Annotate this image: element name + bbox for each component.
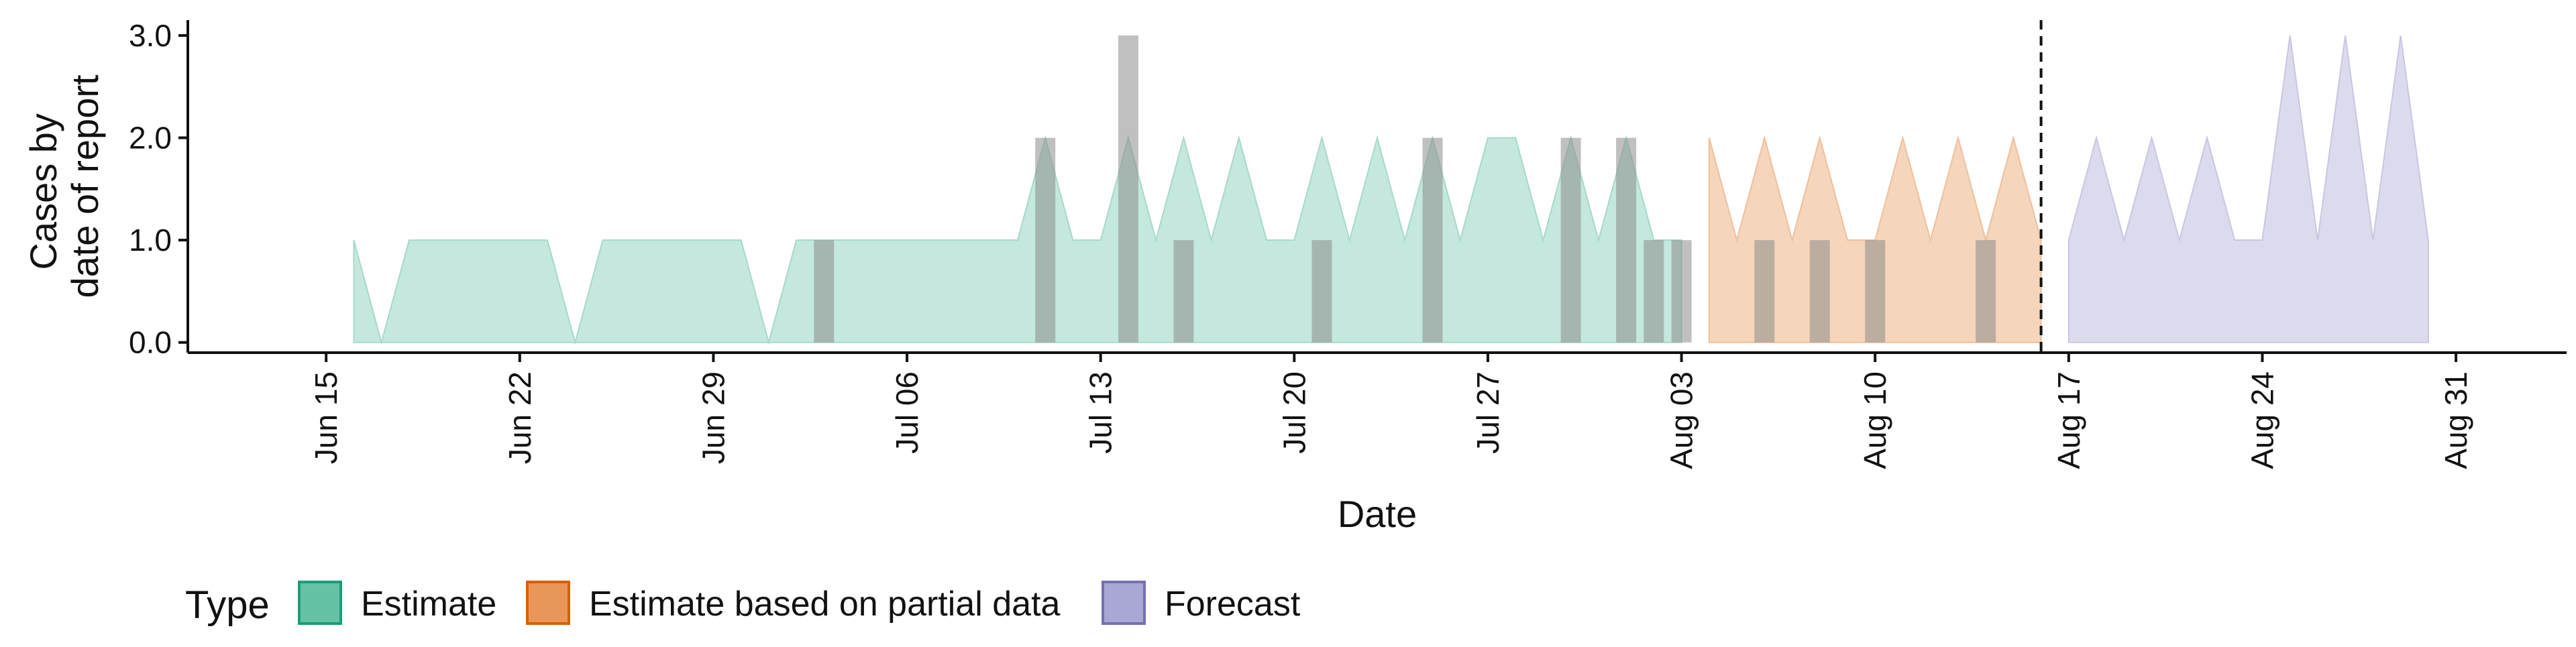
y-tick-label: 0.0: [129, 325, 172, 360]
x-tick-label: Aug 31: [2438, 371, 2473, 469]
legend: Type Estimate Estimate based on partial d…: [185, 581, 1301, 627]
reported-case-bar: [814, 240, 835, 343]
x-tick-label: Aug 17: [2051, 371, 2086, 469]
legend-label: Estimate: [361, 585, 496, 624]
reported-case-bar: [1671, 240, 1692, 343]
y-axis-label-line-1: Cases by: [22, 113, 64, 270]
x-tick-label: Jul 06: [890, 371, 924, 454]
x-axis-label: Date: [1338, 493, 1417, 535]
reported-case-bar: [1809, 240, 1830, 343]
x-tick-label: Jul 20: [1277, 371, 1311, 454]
y-axis-ticks: 0.0 1.0 2.0 3.0: [129, 18, 188, 360]
y-axis-label: Cases by date of report: [22, 74, 106, 298]
legend-title: Type: [185, 583, 270, 627]
reported-case-bar: [1616, 137, 1637, 343]
x-tick-label: Jun 29: [696, 371, 731, 464]
y-tick-label: 3.0: [129, 18, 172, 53]
legend-swatch: [1102, 581, 1146, 625]
reported-case-bar: [1311, 240, 1332, 343]
axes: [186, 20, 2567, 354]
x-tick-label: Aug 10: [1858, 371, 1892, 469]
x-axis-ticks: Jun 15 Jun 22 Jun 29 Jul 06 Jul 13 Jul 20 Jul …: [309, 353, 2473, 469]
x-tick-label: Jun 22: [502, 371, 537, 464]
legend-label: Estimate based on partial data: [589, 585, 1061, 624]
reported-case-bar: [1173, 240, 1194, 343]
reported-case-bar: [1865, 240, 1886, 343]
x-tick-label: Aug 03: [1664, 371, 1699, 469]
x-tick-label: Jul 13: [1083, 371, 1118, 454]
area-series-group: [353, 35, 2429, 345]
x-tick-label: Jun 15: [309, 371, 343, 464]
legend-swatch: [298, 581, 342, 625]
area-1: [353, 135, 1682, 345]
legend-swatch: [526, 581, 570, 625]
legend-label: Forecast: [1165, 585, 1301, 624]
y-tick-label: 2.0: [129, 121, 172, 156]
reported-case-bar: [1560, 137, 1581, 343]
reported-cases-bars: [814, 35, 1996, 343]
reported-case-bar: [1644, 240, 1664, 343]
reported-case-bar: [1035, 137, 1056, 343]
x-tick-label: Aug 24: [2245, 371, 2279, 469]
reported-case-bar: [1754, 240, 1775, 343]
area-3: [2068, 35, 2429, 343]
reported-case-bar: [1118, 35, 1138, 343]
reported-case-bar: [1422, 137, 1443, 343]
y-tick-label: 1.0: [129, 223, 172, 257]
x-tick-label: Jul 27: [1470, 371, 1505, 454]
y-axis-label-line-2: date of report: [64, 74, 106, 298]
reported-case-bar: [1976, 240, 1996, 343]
